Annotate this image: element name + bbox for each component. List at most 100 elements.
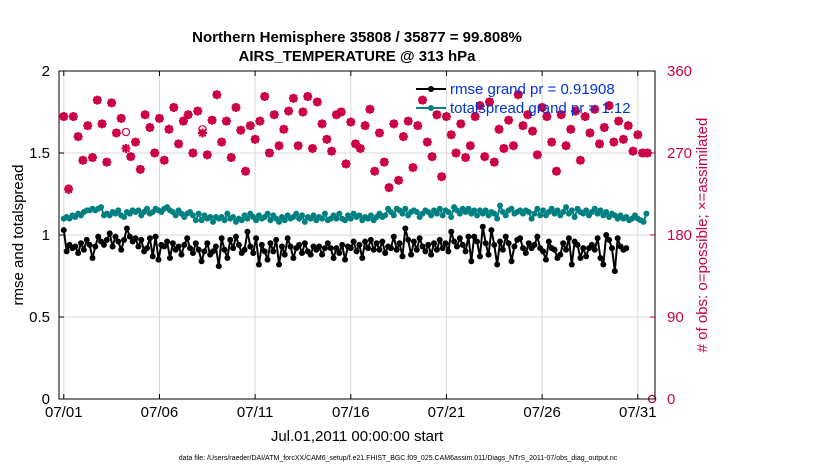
totalspread-point — [583, 207, 590, 214]
obs-assimilated-point — [508, 141, 518, 151]
rmse-point — [339, 241, 346, 248]
totalspread-point — [195, 210, 202, 217]
totalspread-point — [402, 205, 409, 212]
rmse-point — [413, 246, 420, 253]
y-tick-label: 0.5 — [29, 309, 50, 326]
obs-assimilated-point — [293, 141, 303, 151]
obs-assimilated-point — [341, 159, 351, 169]
rmse-point — [588, 241, 595, 248]
obs-assimilated-point — [188, 148, 198, 158]
totalspread-point — [433, 210, 440, 217]
rmse-point — [451, 238, 458, 245]
obs-assimilated-point — [183, 110, 193, 120]
obs-assimilated-point — [87, 153, 97, 163]
rmse-point — [255, 261, 262, 268]
x-axis-ticks: 07/01 07/06 07/11 07/16 07/21 07/26 07/31 — [45, 71, 657, 421]
y-axis-right-label: # of obs: o=possible; ×=assimilated — [694, 118, 711, 353]
totalspread-point — [491, 210, 498, 217]
rmse-point — [462, 248, 469, 255]
rmse-point — [390, 233, 397, 240]
obs-assimilated-point — [336, 107, 346, 117]
rmse-point — [551, 246, 558, 253]
obs-assimilated-point — [83, 121, 93, 131]
rmse-point — [221, 246, 228, 253]
rmse-point — [78, 240, 85, 247]
rmse-point — [135, 243, 142, 250]
y-tick-label: 1.5 — [29, 145, 50, 162]
obs-assimilated-point — [628, 146, 638, 156]
totalspread-point — [428, 212, 435, 219]
obs-assimilated-point — [571, 106, 581, 116]
rmse-point — [399, 253, 406, 260]
rmse-point — [577, 254, 584, 261]
totalspread-point — [238, 217, 245, 224]
x-axis-label: Jul.01,2011 00:00:00 start — [271, 428, 444, 445]
obs-assimilated-point — [580, 112, 590, 122]
obs-assimilated-point — [475, 101, 485, 111]
obs-assimilated-point — [465, 141, 475, 151]
obs-assimilated-point — [480, 152, 490, 162]
rmse-point — [565, 235, 572, 242]
totalspread-point — [382, 212, 389, 219]
rmse-point — [459, 241, 466, 248]
totalspread-point — [224, 210, 231, 217]
plot-frame — [58, 70, 656, 400]
y-right-tick-label: 0 — [667, 391, 675, 408]
legend-spread-label: totalspread grand pr = 1.12 — [450, 100, 631, 117]
obs-assimilated-point — [389, 119, 399, 129]
obs-assimilated-point — [418, 95, 428, 105]
x-tick-label: 07/11 — [237, 404, 273, 421]
rmse-point — [72, 243, 79, 250]
rmse-point — [201, 248, 208, 255]
rmse-point — [453, 243, 460, 250]
rmse-point — [178, 251, 185, 258]
obs-assimilated-point — [355, 143, 365, 153]
x-tick-label: 07/26 — [523, 404, 561, 421]
obs-assimilated-point — [451, 148, 461, 158]
obs-assimilated-point — [590, 104, 600, 114]
rmse-point — [370, 246, 377, 253]
rmse-point — [212, 243, 219, 250]
obs-assimilated-point — [284, 106, 294, 116]
rmse-point — [112, 233, 119, 240]
totalspread-point — [342, 217, 349, 224]
totalspread-point — [356, 212, 363, 219]
totalspread-point — [465, 205, 472, 212]
obs-assimilated-point — [413, 121, 423, 131]
obs-assimilated-point — [231, 102, 241, 112]
rmse-point — [267, 240, 274, 247]
obs-assimilated-point — [633, 130, 643, 140]
rmse-point — [350, 238, 357, 245]
rmse-point — [525, 240, 532, 247]
rmse-point — [161, 243, 168, 250]
rmse-point — [296, 241, 303, 248]
obs-assimilated-point — [150, 148, 160, 158]
rmse-point — [465, 233, 472, 240]
totalspread-point — [548, 205, 555, 212]
y-tick-label: 1 — [42, 227, 50, 244]
rmse-point — [164, 238, 171, 245]
rmse-point — [83, 236, 90, 243]
rmse-point — [611, 268, 618, 275]
rmse-point — [606, 236, 613, 243]
obs-assimilated-point — [131, 137, 141, 147]
totalspread-point — [597, 207, 604, 214]
obs-assimilated-point — [623, 121, 633, 131]
obs-assimilated-point — [140, 110, 150, 120]
obs-assimilated-point — [351, 139, 361, 149]
rmse-point — [270, 248, 277, 255]
obs-assimilated-point — [461, 153, 471, 163]
totalspread-point — [98, 204, 105, 211]
totalspread-point — [603, 209, 610, 216]
totalspread-point — [591, 205, 598, 212]
obs-assimilated-point — [370, 166, 380, 176]
rmse-point — [563, 246, 570, 253]
totalspread-point — [525, 209, 532, 216]
totalspread-point — [531, 210, 538, 217]
rmse-point — [405, 236, 412, 243]
obs-assimilated-point — [164, 124, 174, 134]
rmse-point — [126, 233, 133, 240]
totalspread-point — [172, 212, 179, 219]
totalspread-point — [474, 212, 481, 219]
rmse-point — [410, 238, 417, 245]
